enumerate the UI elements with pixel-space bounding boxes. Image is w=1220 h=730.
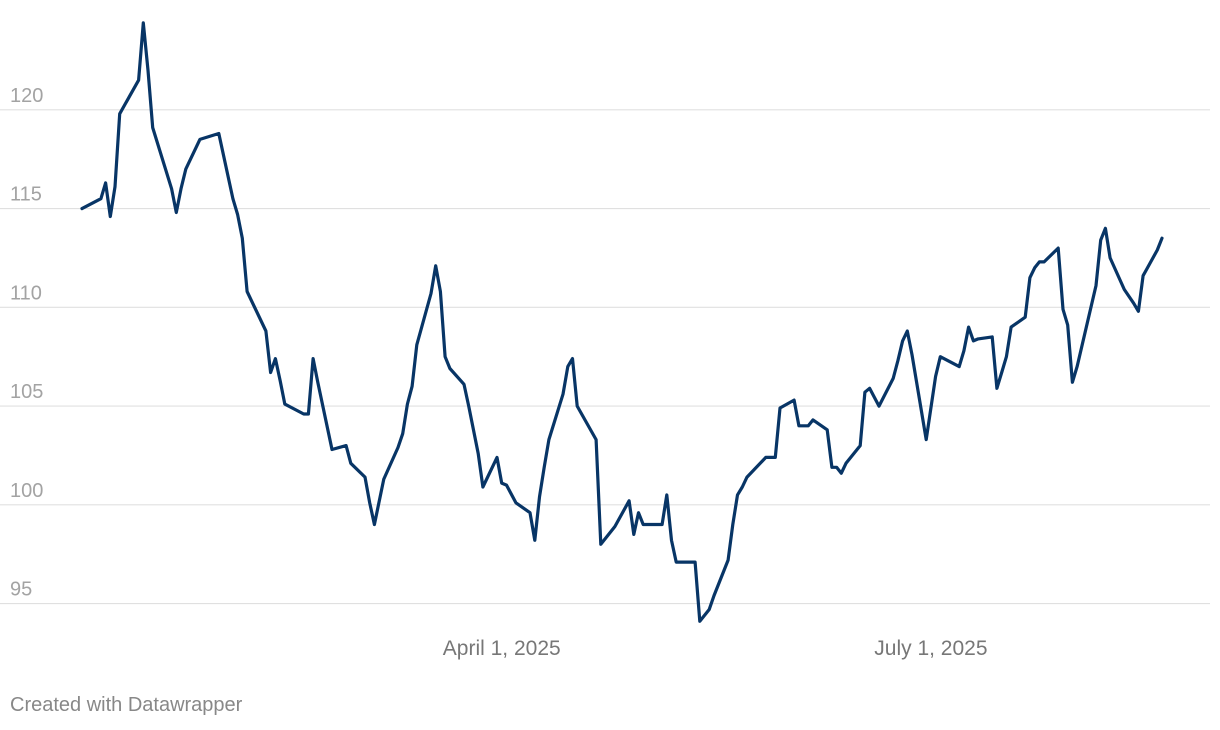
y-axis-ticks: 95 100 105 110 115 120 [10,85,43,601]
y-tick-label: 105 [10,381,43,403]
y-tick-label: 120 [10,85,43,107]
x-tick-label: April 1, 2025 [443,637,561,660]
y-gridlines [0,109,1210,605]
line-chart: 95 100 105 110 115 120 April 1, 2025 July 1, 2… [0,21,1210,660]
series-line-0 [80,21,1164,623]
y-tick-label: 110 [10,282,42,304]
y-tick-label: 100 [10,480,43,502]
x-tick-label: July 1, 2025 [874,637,987,660]
series-group [80,21,1164,623]
x-axis-ticks: April 1, 2025 July 1, 2025 [443,637,988,660]
datawrapper-credit: Created with Datawrapper [10,694,243,716]
y-tick-label: 115 [10,184,42,206]
y-tick-label: 95 [10,579,32,601]
